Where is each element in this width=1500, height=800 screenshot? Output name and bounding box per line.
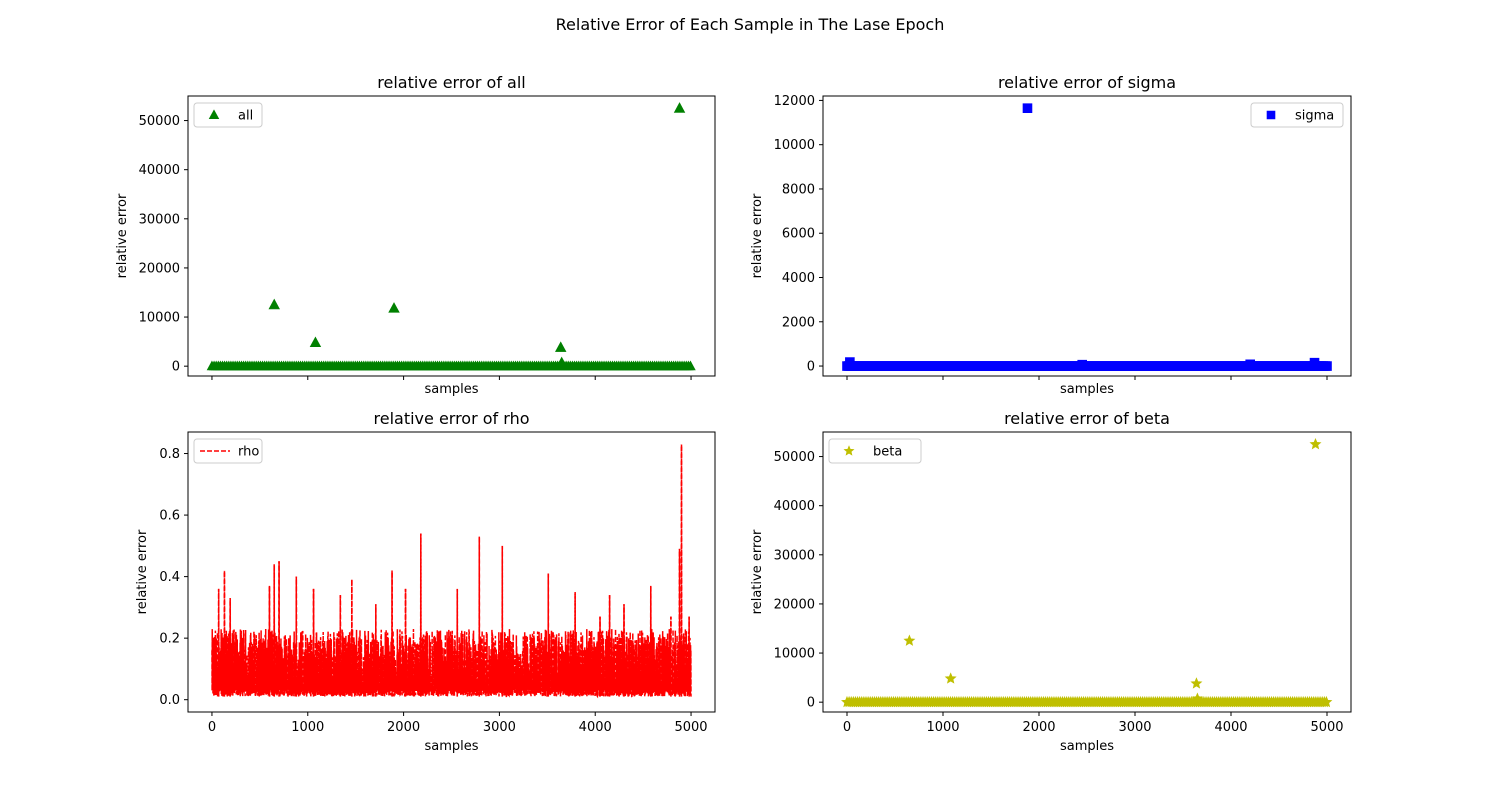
legend-all: all [193,102,263,128]
data-layer-beta [841,437,1333,708]
y-tick-label-rho: 0.2 [159,632,180,647]
x-tick-label-beta: 4000 [1214,720,1247,735]
y-tick-label-beta: 30000 [774,548,815,563]
legend-box [1250,102,1344,128]
data-point-1 [944,672,957,684]
axes-frame-sigma [822,95,1352,377]
axes-frame-beta [822,431,1352,713]
data-point-3 [1191,692,1204,704]
figure-suptitle: Relative Error of Each Sample in The Las… [556,15,945,34]
y-axis-label-beta: relative error [750,529,765,614]
data-point-1 [309,336,322,348]
data-point-0 [903,634,916,646]
baseline-marker [1320,695,1333,708]
chart-title-sigma: relative error of sigma [998,73,1176,92]
x-tick-label-rho: 0 [208,720,216,735]
y-tick-label-all: 40000 [139,163,180,178]
data-point-1 [845,357,855,367]
y-tick-label-rho: 0.0 [159,693,180,708]
y-tick-label-beta: 40000 [774,499,815,514]
y-tick-label-beta: 50000 [774,450,815,465]
panel-all: relative error of all 0 10000 20000 30000 400… [115,73,716,397]
x-tick-label-rho: 5000 [674,720,707,735]
data-point-4 [555,356,568,368]
chart-title-rho: relative error of rho [374,409,530,428]
legend-rho: rho [193,438,263,464]
x-tick-label-beta: 3000 [1118,720,1151,735]
y-tick-label-all: 0 [172,360,180,375]
y-tick-label-rho: 0.6 [159,509,180,524]
data-point-2 [1309,357,1320,368]
panel-sigma: relative error of sigma 0 2000 4000 6000 8000… [750,73,1352,397]
x-axis-label-sigma: samples [1060,382,1114,397]
chart-title-beta: relative error of beta [1004,409,1170,428]
legend-box [193,102,263,128]
x-axis-label-all: samples [424,382,478,397]
y-axis-label-sigma: relative error [750,193,765,278]
data-point-0 [268,298,280,310]
rho-series-line [211,444,692,699]
data-point-5 [673,102,686,113]
legend-marker-swatch [1266,110,1276,120]
baseline-marker [685,360,696,371]
y-tick-label-sigma: 10000 [774,138,815,153]
panel-beta: relative error of beta 0 1000 2000 3000 4000 5… [750,409,1352,754]
y-tick-label-rho: 0.8 [159,447,180,462]
y-tick-label-beta: 20000 [774,597,815,612]
x-tick-label-beta: 0 [843,720,851,735]
legend-sigma: sigma [1250,102,1344,128]
legend-beta: beta [828,438,922,464]
subplots: relative error of all0100002000030000400… [115,73,1352,754]
x-tick-label-rho: 4000 [579,720,612,735]
axes-frame-rho [187,431,716,713]
baseline-marker [1322,361,1332,371]
y-tick-label-sigma: 6000 [782,227,815,242]
data-point-3 [555,341,567,352]
y-tick-label-sigma: 0 [807,360,815,375]
x-tick-label-beta: 5000 [1310,720,1343,735]
x-tick-label-rho: 2000 [387,720,420,735]
data-point-4 [1309,437,1322,450]
legend-label-sigma: sigma [1295,109,1334,124]
y-tick-label-rho: 0.4 [159,570,180,585]
y-tick-label-beta: 10000 [774,647,815,662]
chart-title-all: relative error of all [377,73,525,92]
data-layer-all [206,102,696,371]
data-layer-sigma [842,103,1332,371]
y-tick-label-all: 50000 [139,114,180,129]
y-tick-label-all: 10000 [139,311,180,326]
x-axis-label-beta: samples [1060,739,1114,754]
y-axis-label-rho: relative error [135,529,150,614]
panel-rho: relative error of rho 0 1000 2000 3000 4000 50… [135,409,716,754]
x-tick-label-rho: 3000 [483,720,516,735]
y-tick-label-sigma: 4000 [782,271,815,286]
y-tick-label-all: 30000 [139,212,180,227]
y-tick-label-sigma: 8000 [782,182,815,197]
legend-box [828,438,922,464]
data-point-2 [388,302,400,313]
y-tick-label-beta: 0 [807,696,815,711]
data-point-4 [1245,359,1255,370]
legend-label-all: all [238,109,253,124]
x-tick-label-rho: 1000 [291,720,324,735]
data-point-2 [1190,677,1203,689]
y-tick-label-sigma: 12000 [774,94,815,109]
data-layer-rho [211,444,692,699]
legend-label-rho: rho [238,445,259,460]
legend-marker-swatch [208,109,220,120]
y-tick-label-sigma: 2000 [782,315,815,330]
axes-frame-all [187,95,716,377]
x-tick-label-beta: 2000 [1022,720,1055,735]
legend-label-beta: beta [873,445,902,460]
x-axis-label-rho: samples [424,739,478,754]
data-point-0 [1022,103,1033,113]
data-point-3 [1077,359,1087,370]
legend-marker-swatch [843,445,855,456]
y-tick-label-all: 20000 [139,261,180,276]
x-tick-label-beta: 1000 [926,720,959,735]
y-axis-label-all: relative error [115,193,130,278]
